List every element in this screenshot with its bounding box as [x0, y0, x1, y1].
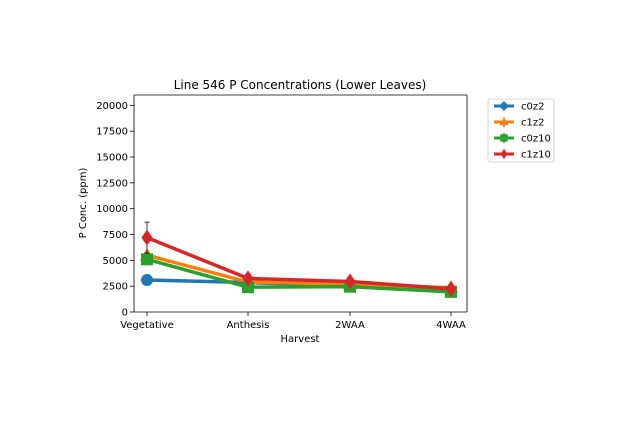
data-point [445, 280, 457, 297]
chart-title: Line 546 P Concentrations (Lower Leaves) [174, 78, 427, 92]
legend-marker [500, 134, 508, 142]
legend-item: c1z2 [494, 117, 544, 129]
data-point [141, 253, 153, 266]
legend-frame [487, 98, 555, 163]
legend-marker [499, 117, 509, 126]
data-point [141, 273, 153, 286]
legend-item: c0z2 [494, 101, 544, 113]
y-tick-label: 0 [122, 308, 128, 319]
legend-label: c1z10 [521, 150, 551, 161]
legend-label: c1z2 [521, 118, 544, 129]
legend-item: c1z10 [494, 148, 551, 161]
ticks-layer: 0 2500 5000 7500 10000 12500 15000 17500 20000 Ve… [96, 101, 466, 331]
y-tick-label: 12500 [96, 178, 128, 189]
y-tick-label: 17500 [96, 127, 128, 138]
data-point [141, 229, 153, 246]
legend-item: c0z10 [494, 133, 551, 145]
series-layer [139, 221, 459, 298]
y-axis-label: P Conc. (ppm) [78, 168, 89, 239]
y-tick-label: 20000 [96, 101, 128, 112]
data-point [242, 270, 254, 287]
plot-area [134, 95, 467, 312]
data-point [344, 273, 356, 290]
y-tick-label: 10000 [96, 204, 128, 215]
x-tick-label: Anthesis [227, 320, 270, 331]
series-line [146, 235, 452, 291]
legend-marker [500, 102, 508, 110]
legend-marker [500, 148, 508, 160]
x-tick-label: 2WAA [335, 320, 365, 331]
y-tick-label: 7500 [103, 230, 128, 241]
y-tick-label: 15000 [96, 153, 128, 164]
legend-label: c0z10 [521, 134, 551, 145]
x-tick-label: 4WAA [436, 320, 466, 331]
x-axis-label: Harvest [281, 334, 320, 345]
series-c1z10 [141, 221, 457, 297]
legend-label: c0z2 [521, 102, 544, 113]
y-tick-label: 2500 [103, 282, 128, 293]
x-tick-label: Vegetative [120, 320, 174, 331]
y-tick-label: 5000 [103, 256, 128, 267]
series-line [146, 257, 452, 294]
legend: c0z2 c1z2 c0z10 c1z10 [487, 98, 555, 163]
